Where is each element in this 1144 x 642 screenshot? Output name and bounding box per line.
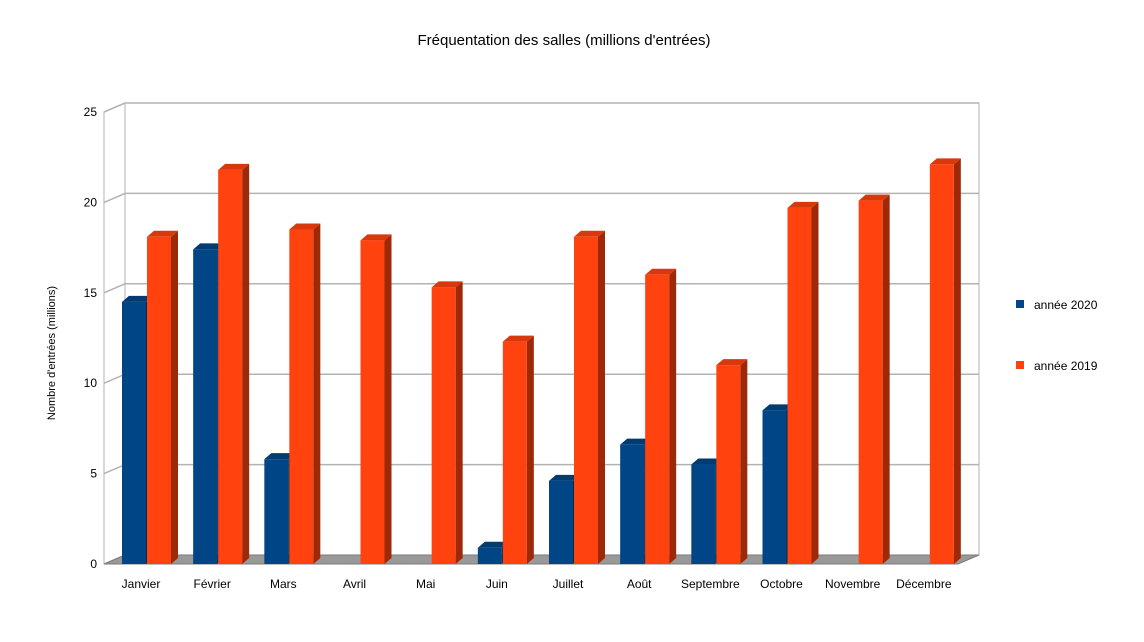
x-tick-label: Juillet xyxy=(553,577,584,591)
bar xyxy=(147,230,178,564)
bar xyxy=(574,230,605,564)
y-tick-label: 20 xyxy=(84,195,98,209)
x-tick-label: Mai xyxy=(416,577,435,591)
x-tick-label: Mars xyxy=(270,577,297,591)
y-tick-label: 25 xyxy=(84,105,98,119)
bar xyxy=(716,359,748,564)
y-tick-label: 0 xyxy=(90,557,97,571)
left-wall xyxy=(103,102,126,565)
y-axis-label: Nombre d'entrées (millions) xyxy=(46,286,58,420)
x-tick-label: Juin xyxy=(486,577,508,591)
y-tick-label: 5 xyxy=(90,467,97,481)
bar xyxy=(502,335,534,564)
bar xyxy=(787,201,819,564)
bar xyxy=(360,234,392,565)
gridline xyxy=(103,102,979,113)
x-tick-label: Janvier xyxy=(122,577,161,591)
gridline xyxy=(103,192,979,204)
chart-title: Fréquentation des salles (millions d'ent… xyxy=(417,32,710,49)
bar xyxy=(218,163,250,564)
bar xyxy=(289,223,321,564)
legend: année 2020 année 2019 xyxy=(1016,298,1098,373)
x-tick-label: Septembre xyxy=(681,577,740,591)
floor xyxy=(103,554,980,565)
x-tick-label: Octobre xyxy=(760,577,803,591)
y-tick-label: 15 xyxy=(84,286,98,300)
bar xyxy=(645,268,677,564)
legend-entry: année 2020 xyxy=(1034,298,1098,312)
x-tick-label: Avril xyxy=(343,577,366,591)
bar xyxy=(431,281,463,564)
bar xyxy=(858,194,890,565)
legend-swatch xyxy=(1016,361,1024,369)
x-tick-label: Août xyxy=(627,577,652,591)
x-axis-categories: Janvier Février Mars Avril Mai Juin Juillet Aoû… xyxy=(122,577,952,591)
legend-swatch xyxy=(1016,300,1024,308)
y-axis-ticks: 0 5 10 15 20 25 xyxy=(84,105,98,571)
bars xyxy=(122,158,961,565)
y-tick-label: 10 xyxy=(84,376,98,390)
legend-entry: année 2019 xyxy=(1034,359,1098,373)
x-tick-label: Novembre xyxy=(825,577,881,591)
x-tick-label: Février xyxy=(193,577,230,591)
gridline xyxy=(103,283,979,294)
bar xyxy=(929,158,961,564)
x-tick-label: Décembre xyxy=(896,577,952,591)
